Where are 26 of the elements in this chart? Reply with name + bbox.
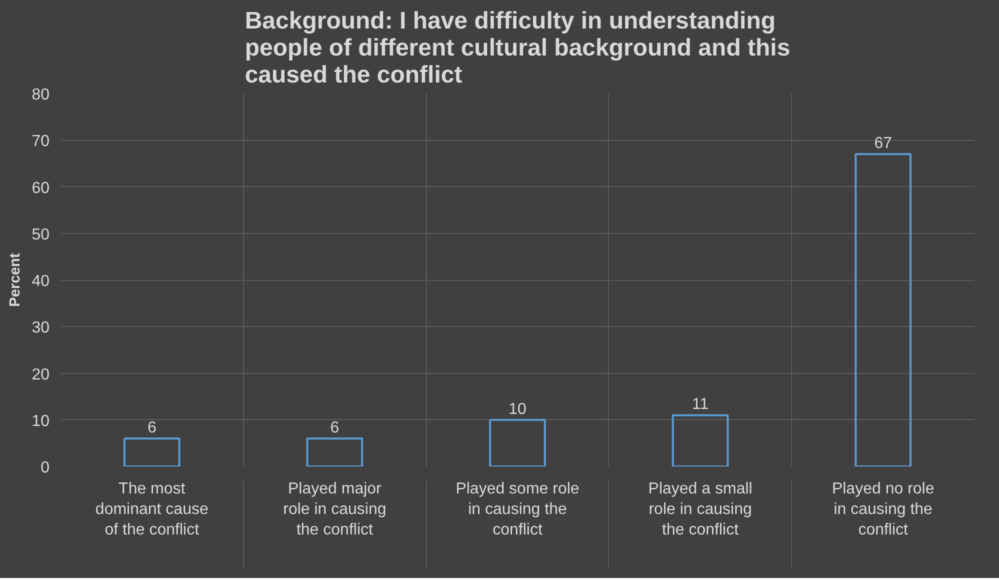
bar [306, 438, 364, 466]
bar [672, 414, 729, 466]
y-tick-label: 70 [32, 133, 50, 150]
x-tick-label: Played no role in causing the conflict [832, 480, 934, 538]
x-tick-label: The most dominant cause of the conflict [95, 480, 208, 538]
y-tick-label: 20 [32, 366, 50, 384]
y-tick-label: 80 [32, 86, 50, 104]
y-tick-label: 10 [32, 412, 50, 430]
y-tick-label: 60 [32, 180, 50, 197]
bar [123, 438, 180, 466]
y-tick-label: 50 [32, 226, 50, 244]
data-label: 10 [508, 400, 526, 418]
data-label: 6 [147, 420, 156, 437]
data-label: 67 [874, 135, 892, 152]
x-tick-label: Played a small role in causing the conflict [648, 480, 752, 538]
x-tick-label: Played some role in causing the conflict [456, 480, 580, 538]
data-label: 6 [330, 420, 340, 437]
y-tick-label: 40 [32, 273, 50, 290]
bar [854, 153, 912, 466]
y-axis-title: Percent [8, 253, 24, 307]
chart-title: Background: I have difficulty in understanding people of different cultural background and this caused the conflict [244, 8, 790, 88]
bar [489, 418, 546, 466]
y-tick-label: 0 [40, 460, 50, 476]
x-tick-label: Played major role in causing the conflict [283, 480, 386, 538]
y-tick-label: 30 [32, 320, 50, 337]
data-label: 11 [692, 396, 709, 414]
